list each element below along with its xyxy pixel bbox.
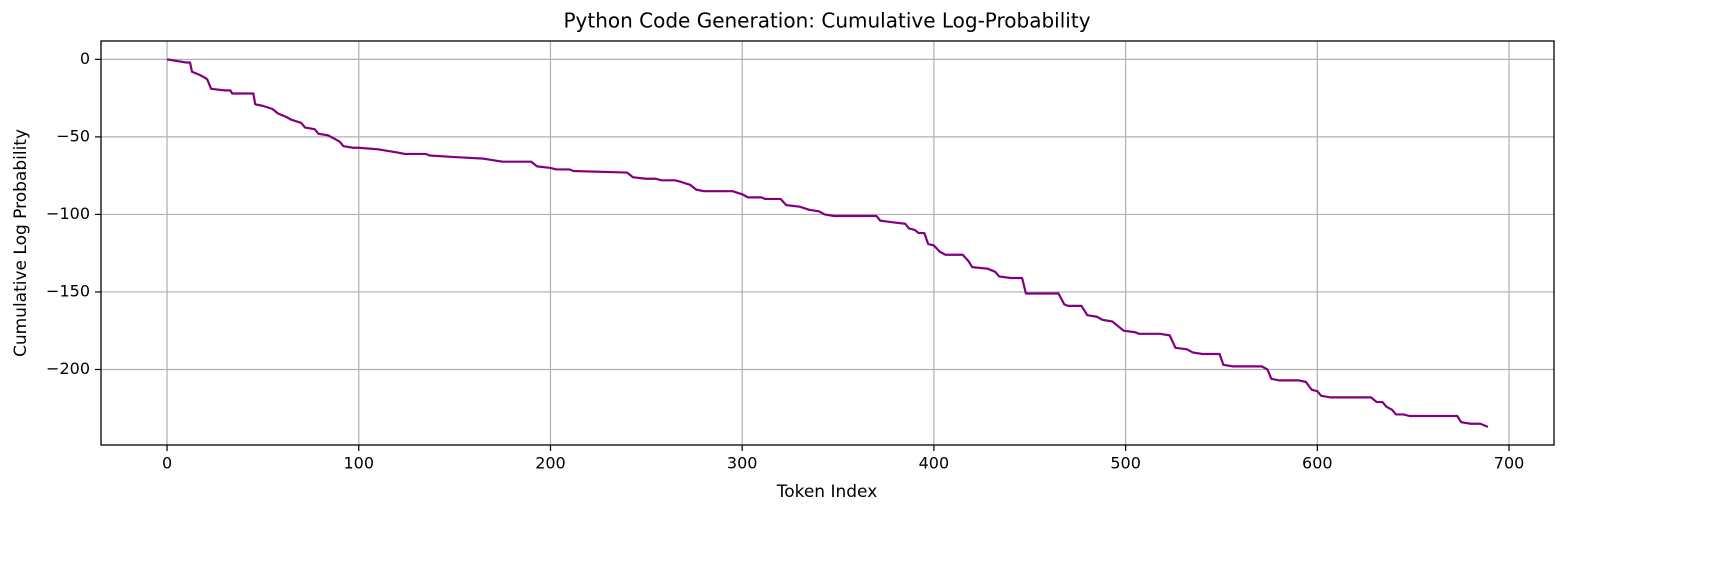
y-axis-label: Cumulative Log Probability: [11, 129, 31, 357]
chart-title: Python Code Generation: Cumulative Log-P…: [563, 9, 1090, 33]
plot-area: [166, 58, 1489, 428]
x-tick-label: 400: [919, 454, 950, 473]
axes-frame: [100, 40, 1555, 446]
x-tick-label: 0: [162, 454, 172, 473]
y-tick-label: 0: [80, 49, 90, 68]
x-axis-label: Token Index: [776, 482, 878, 502]
x-tick-label: 500: [1110, 454, 1141, 473]
y-tick-label: −200: [46, 359, 90, 378]
y-tick-label: −150: [46, 281, 90, 300]
y-tick-label: −100: [46, 204, 90, 223]
x-tick-label: 700: [1494, 454, 1525, 473]
y-tick-label: −50: [56, 126, 90, 145]
x-tick-label: 100: [343, 454, 374, 473]
x-tick-label: 300: [727, 454, 758, 473]
data-line: [166, 58, 1489, 428]
x-tick-label: 600: [1302, 454, 1333, 473]
grid: [101, 41, 1554, 445]
x-tick-label: 200: [535, 454, 566, 473]
